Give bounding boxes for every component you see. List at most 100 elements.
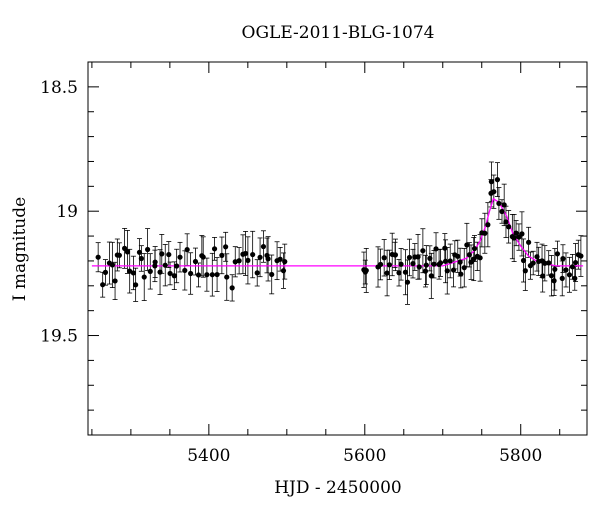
model-curve-group — [91, 197, 584, 267]
data-point — [396, 270, 402, 276]
data-point — [546, 260, 552, 266]
data-point — [384, 270, 390, 276]
data-point — [177, 254, 183, 260]
data-point — [195, 272, 202, 278]
data-point — [560, 255, 566, 262]
data-point — [569, 264, 576, 270]
data-point — [482, 230, 488, 236]
data-point — [219, 252, 225, 258]
data-point — [428, 273, 434, 279]
y-tick-label: 19.5 — [40, 327, 78, 347]
data-point — [269, 271, 275, 278]
data-point — [381, 255, 387, 261]
data-point — [260, 243, 267, 250]
data-point — [277, 256, 283, 262]
data-point — [184, 247, 190, 253]
data-point — [152, 263, 158, 269]
data-point — [209, 272, 215, 278]
x-tick-label: 5600 — [343, 446, 386, 466]
data-point — [488, 179, 494, 185]
data-point — [420, 248, 426, 254]
data-point — [159, 251, 165, 257]
data-point — [377, 261, 384, 268]
data-point — [138, 255, 144, 262]
data-point — [433, 246, 439, 252]
axis-ticks — [88, 61, 587, 436]
data-point — [494, 177, 501, 183]
data-point — [100, 282, 106, 288]
x-tick-label: 5800 — [499, 446, 542, 466]
data-point — [152, 259, 158, 265]
data-point — [423, 262, 429, 268]
data-point — [112, 278, 118, 284]
data-point — [136, 249, 143, 255]
data-point — [530, 260, 536, 266]
data-point — [464, 242, 470, 248]
data-point — [410, 261, 416, 267]
data-point — [513, 230, 519, 236]
data-point — [171, 273, 177, 279]
data-point — [572, 259, 579, 266]
x-axis-title: HJD - 2450000 — [274, 478, 402, 498]
data-point — [166, 251, 172, 258]
data-point — [477, 255, 483, 261]
data-point — [167, 270, 173, 277]
y-axis-title: I magnitude — [10, 197, 30, 301]
data-point — [551, 278, 557, 284]
plot-frame — [87, 61, 588, 436]
data-point — [124, 249, 131, 255]
data-point — [404, 279, 411, 285]
data-point — [566, 272, 573, 278]
data-point — [522, 268, 528, 274]
data-point — [102, 269, 109, 275]
data-point — [265, 256, 271, 262]
data-point — [250, 251, 256, 258]
data-point — [442, 258, 449, 264]
data-point — [461, 265, 467, 271]
data-point — [572, 275, 578, 281]
data-point — [457, 259, 463, 265]
data-point — [280, 268, 287, 274]
data-point — [552, 266, 558, 272]
chart-title: OGLE-2011-BLG-1074 — [242, 23, 435, 43]
data-point — [223, 244, 229, 250]
data-point — [506, 224, 512, 230]
data-point — [162, 262, 168, 268]
data-point — [229, 285, 235, 291]
data-point — [466, 252, 472, 258]
data-point — [496, 200, 502, 207]
data-point — [540, 273, 546, 279]
data-point — [236, 258, 242, 264]
data-point — [116, 252, 122, 258]
data-point — [501, 202, 507, 208]
data-point — [519, 231, 525, 237]
data-point — [122, 245, 128, 251]
data-point — [563, 267, 569, 273]
data-point — [471, 245, 478, 252]
data-point — [141, 274, 147, 280]
y-tick-label: 18.5 — [40, 78, 78, 98]
data-point — [174, 263, 180, 269]
data-point — [416, 264, 422, 270]
data-point — [559, 275, 565, 281]
data-point — [182, 267, 188, 274]
data-point — [458, 271, 464, 277]
data-point — [406, 254, 413, 261]
data-point — [392, 252, 399, 258]
x-tick-label: 5400 — [187, 446, 230, 466]
data-point — [427, 255, 433, 261]
data-point — [526, 239, 532, 245]
data-point — [188, 270, 194, 277]
data-point — [499, 208, 505, 215]
data-point — [204, 272, 210, 278]
data-point — [548, 273, 555, 279]
data-point — [211, 246, 218, 252]
data-point — [157, 269, 163, 275]
data-point — [455, 253, 461, 259]
data-point — [542, 260, 548, 266]
data-point — [95, 254, 101, 260]
data-point — [109, 262, 115, 268]
data-point — [257, 254, 263, 260]
data-point — [224, 274, 230, 280]
